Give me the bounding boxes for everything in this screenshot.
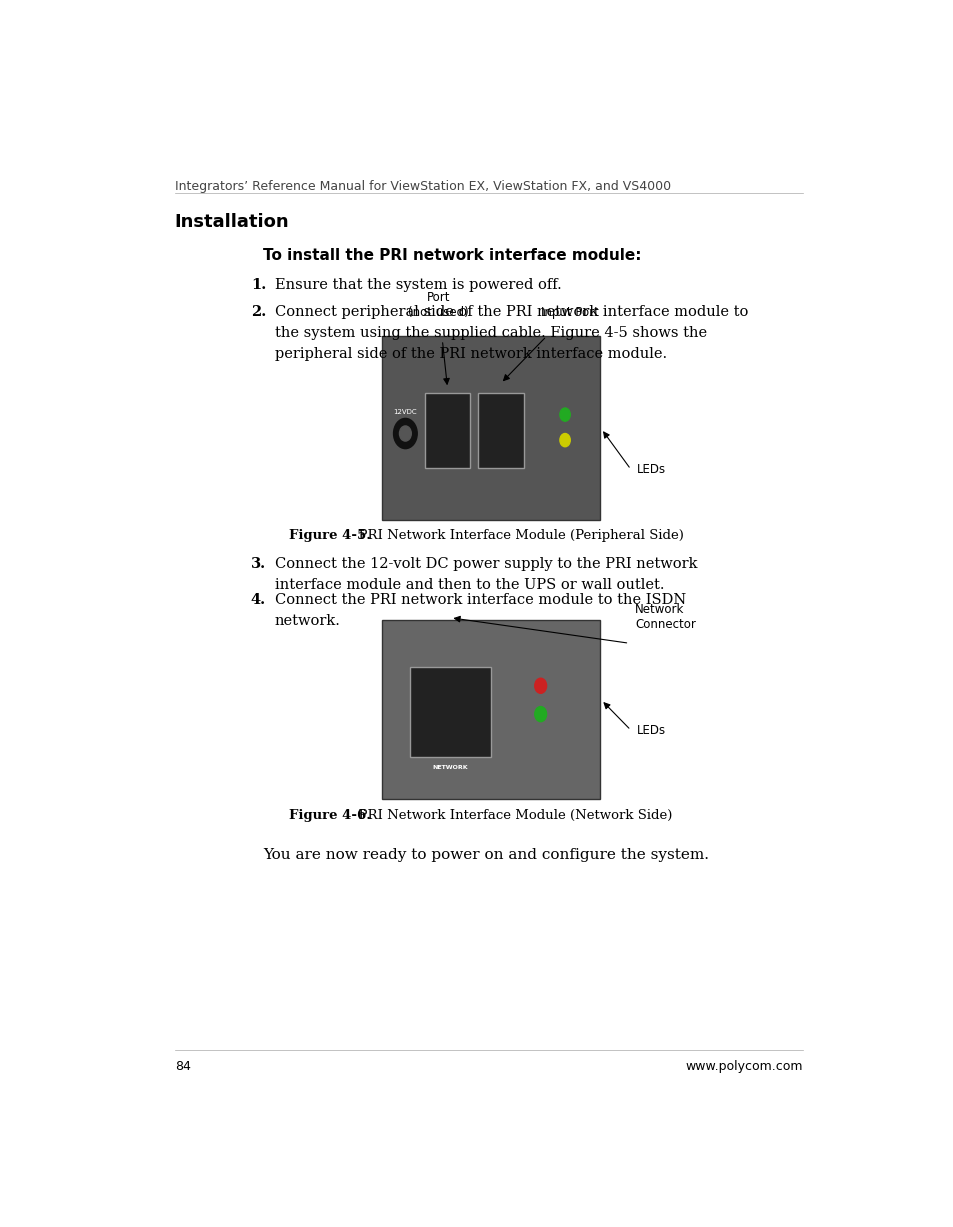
Text: the system using the supplied cable. Figure 4-5 shows the: the system using the supplied cable. Fig…: [274, 326, 706, 340]
Text: To install the PRI network interface module:: To install the PRI network interface mod…: [263, 248, 641, 264]
Text: LEDs: LEDs: [637, 724, 665, 736]
Circle shape: [535, 679, 546, 693]
Text: www.polycom.com: www.polycom.com: [685, 1060, 802, 1072]
Text: network.: network.: [274, 614, 340, 628]
FancyBboxPatch shape: [381, 336, 599, 520]
Text: 84: 84: [174, 1060, 191, 1072]
Text: 3.: 3.: [251, 557, 266, 572]
Text: Network
Connector: Network Connector: [635, 602, 696, 631]
Text: 2.: 2.: [251, 306, 266, 319]
Text: 12VDC: 12VDC: [394, 409, 416, 415]
Text: PRI Network Interface Module (Network Side): PRI Network Interface Module (Network Si…: [350, 809, 672, 822]
Text: 1.: 1.: [251, 277, 266, 292]
Circle shape: [394, 418, 416, 449]
Text: Connect peripheral side of the PRI network interface module to: Connect peripheral side of the PRI netwo…: [274, 306, 747, 319]
FancyBboxPatch shape: [410, 667, 491, 757]
Text: peripheral side of the PRI network interface module.: peripheral side of the PRI network inter…: [274, 346, 666, 361]
Text: Integrators’ Reference Manual for ViewStation EX, ViewStation FX, and VS4000: Integrators’ Reference Manual for ViewSt…: [174, 180, 670, 194]
Circle shape: [399, 426, 411, 440]
Text: Figure 4-5.: Figure 4-5.: [289, 529, 371, 542]
FancyBboxPatch shape: [477, 393, 523, 469]
Text: Input Port: Input Port: [540, 307, 598, 319]
Text: Connect the PRI network interface module to the ISDN: Connect the PRI network interface module…: [274, 593, 685, 607]
Text: LEDs: LEDs: [637, 463, 665, 476]
Text: 4.: 4.: [251, 593, 266, 607]
Text: Port
(not used): Port (not used): [408, 291, 469, 319]
FancyBboxPatch shape: [381, 620, 599, 799]
Text: You are now ready to power on and configure the system.: You are now ready to power on and config…: [263, 848, 709, 863]
Text: Installation: Installation: [174, 213, 289, 232]
Text: Ensure that the system is powered off.: Ensure that the system is powered off.: [274, 277, 560, 292]
Text: NETWORK: NETWORK: [433, 766, 468, 771]
Circle shape: [535, 707, 546, 721]
Text: Figure 4-6.: Figure 4-6.: [289, 809, 371, 822]
Text: interface module and then to the UPS or wall outlet.: interface module and then to the UPS or …: [274, 578, 663, 593]
Text: PRI Network Interface Module (Peripheral Side): PRI Network Interface Module (Peripheral…: [350, 529, 683, 542]
Circle shape: [559, 409, 570, 421]
Circle shape: [559, 433, 570, 447]
Text: Connect the 12-volt DC power supply to the PRI network: Connect the 12-volt DC power supply to t…: [274, 557, 697, 572]
FancyBboxPatch shape: [424, 393, 470, 469]
